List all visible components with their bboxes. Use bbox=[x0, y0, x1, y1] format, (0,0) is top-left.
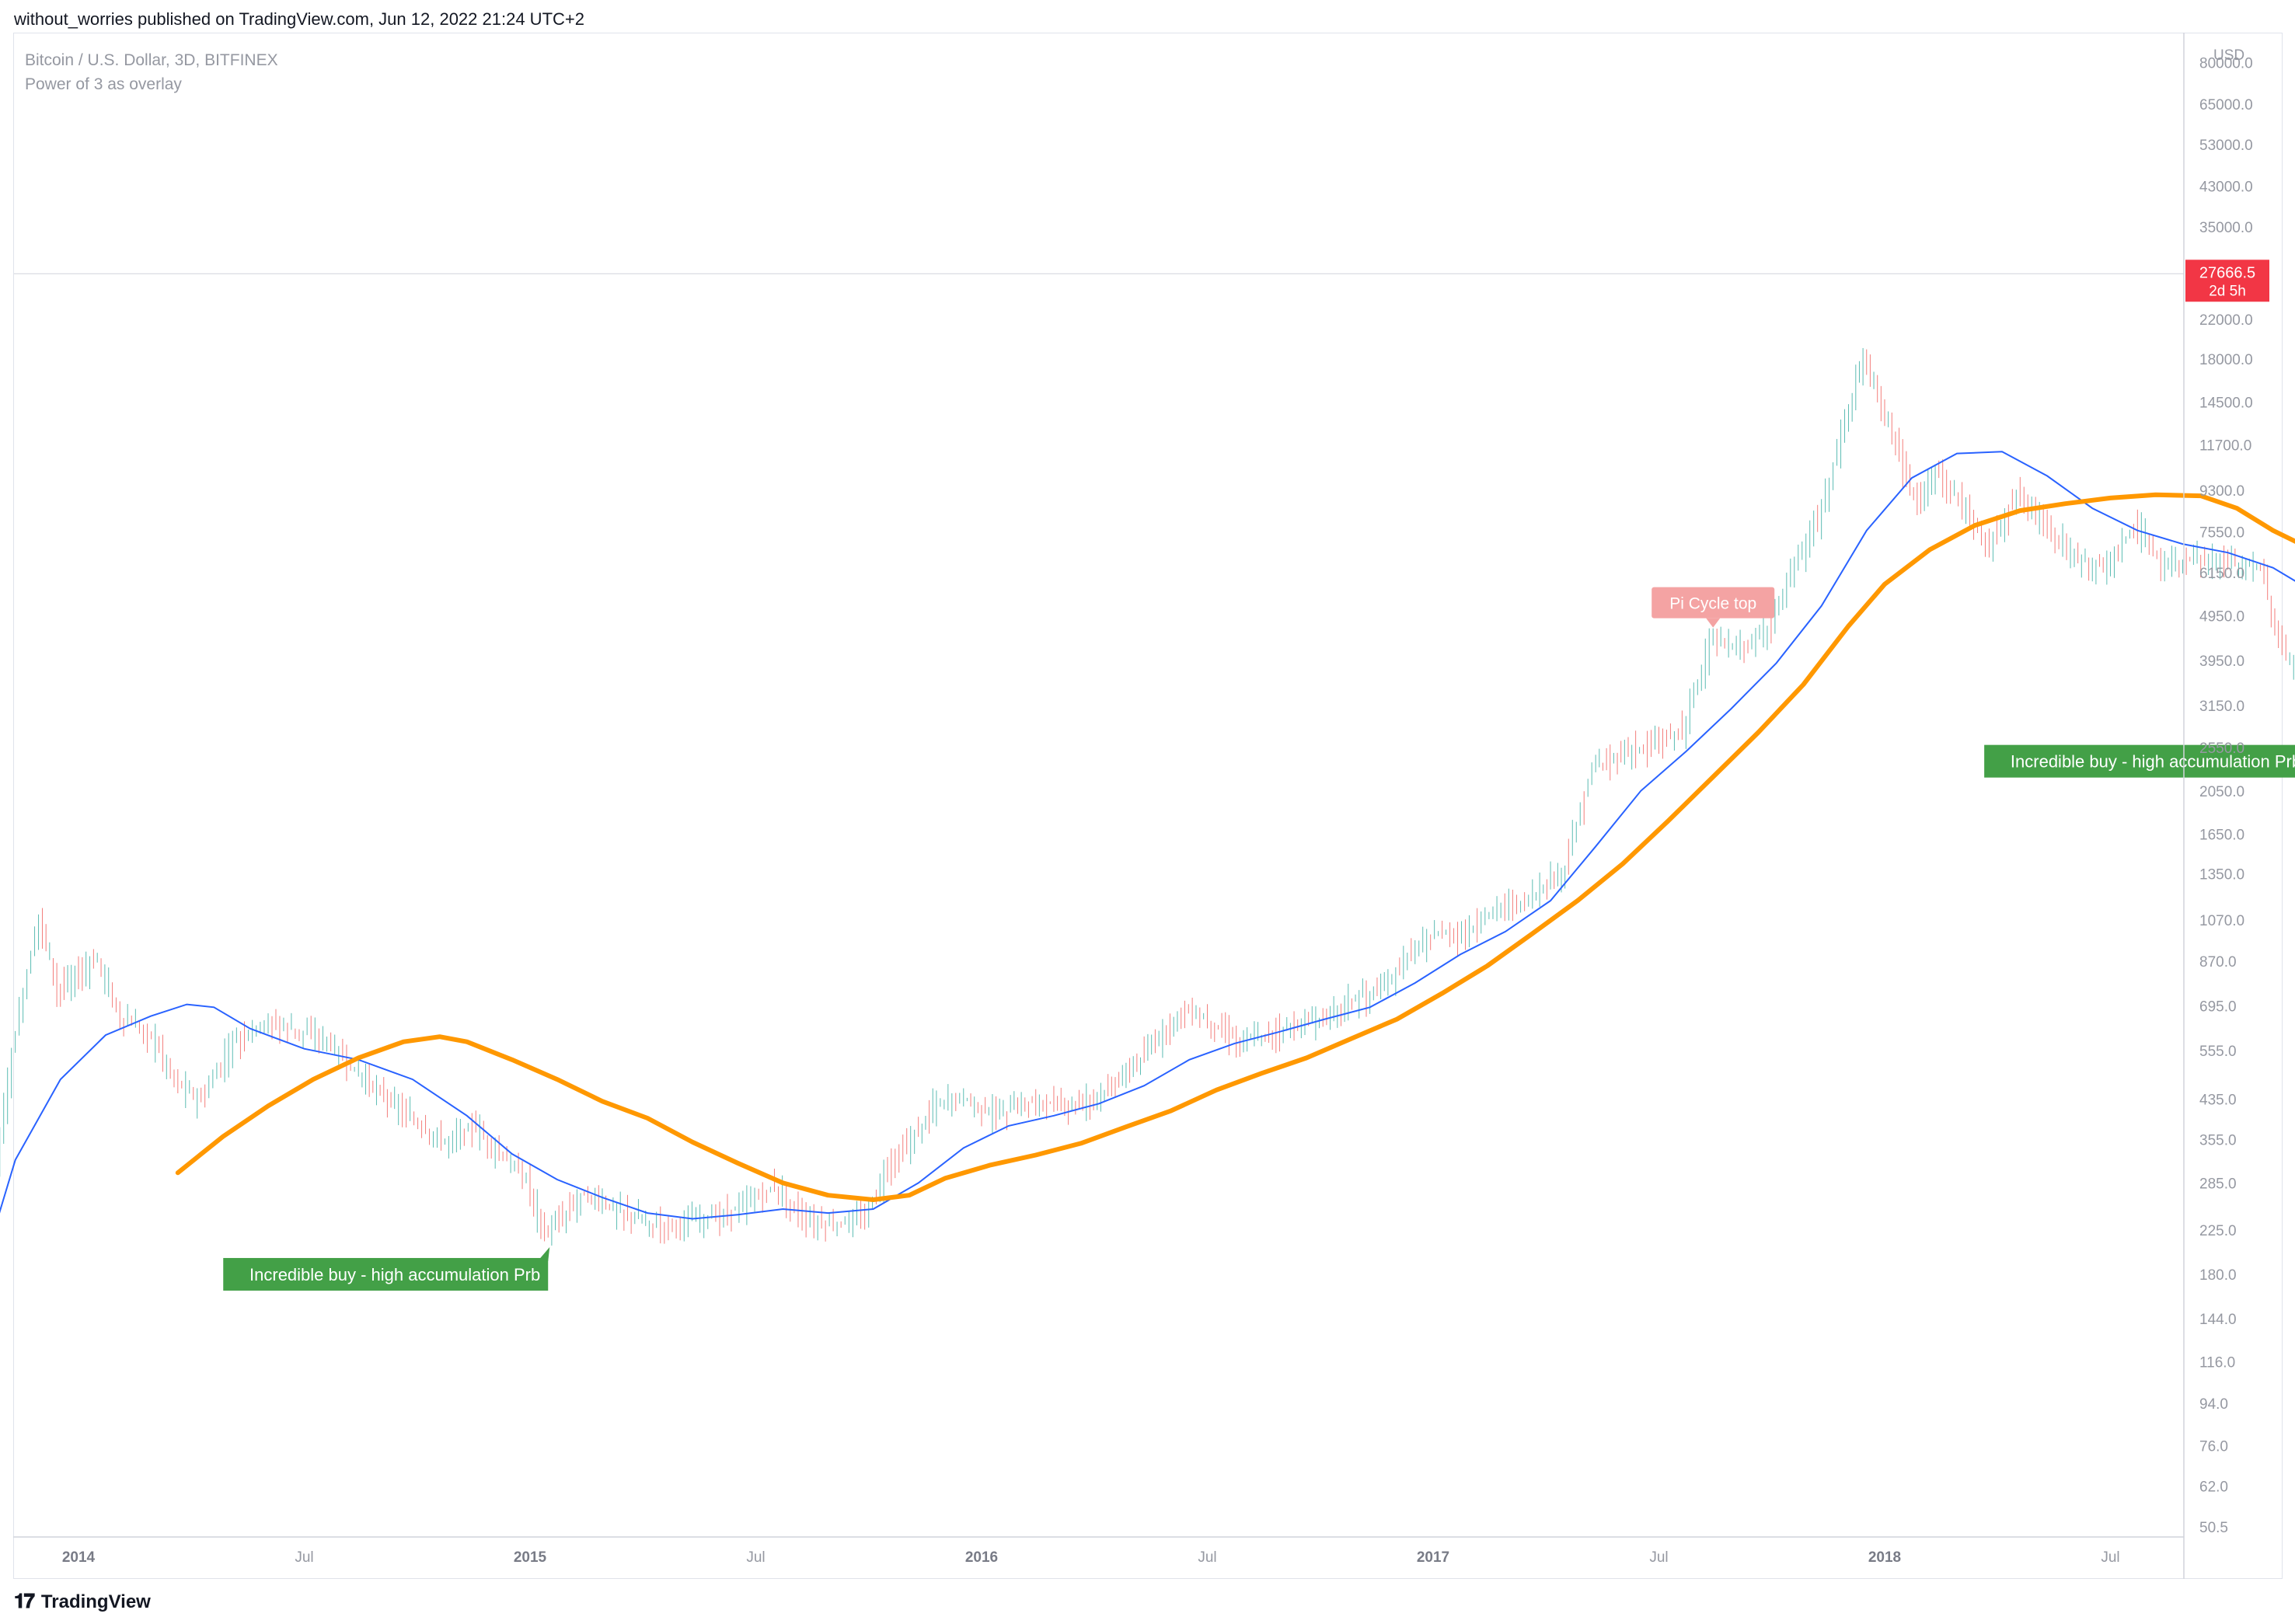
tradingview-mark-icon: 𝟏𝟕 bbox=[14, 1590, 35, 1613]
ma-fast-line bbox=[0, 451, 2295, 1220]
last-price-countdown: 2d 5h bbox=[2209, 283, 2246, 299]
pi-cycle-text: Pi Cycle top bbox=[1669, 595, 1756, 613]
y-tick-label: 435.0 bbox=[2199, 1092, 2237, 1108]
y-tick-label: 94.0 bbox=[2199, 1396, 2228, 1413]
y-tick-label: 14500.0 bbox=[2199, 396, 2253, 412]
y-tick-label: 285.0 bbox=[2199, 1176, 2237, 1192]
buy-signal-text: Incredible buy - high accumulation Prb bbox=[249, 1265, 540, 1284]
y-tick-label: 62.0 bbox=[2199, 1479, 2228, 1496]
y-tick-label: 4950.0 bbox=[2199, 608, 2244, 625]
pi-cycle-pointer bbox=[1706, 618, 1721, 628]
buy-signal-label bbox=[1984, 744, 2295, 778]
y-tick-label: 695.0 bbox=[2199, 998, 2237, 1015]
y-tick-label: 65000.0 bbox=[2199, 97, 2253, 113]
x-tick-label: 2018 bbox=[1868, 1549, 1901, 1566]
x-tick-label: Jul bbox=[1649, 1549, 1668, 1566]
y-tick-label: 1350.0 bbox=[2199, 867, 2244, 883]
y-tick-label: 1650.0 bbox=[2199, 827, 2244, 843]
last-price-badge bbox=[2185, 260, 2269, 302]
last-price-value: 27666.5 bbox=[2199, 264, 2255, 281]
x-tick-label: 2015 bbox=[514, 1549, 547, 1566]
pi-cycle-label bbox=[1651, 587, 1775, 619]
x-tick-label: Jul bbox=[295, 1549, 313, 1566]
y-tick-label: 80000.0 bbox=[2199, 56, 2253, 72]
y-tick-label: 225.0 bbox=[2199, 1223, 2237, 1239]
y-tick-label: 116.0 bbox=[2199, 1354, 2235, 1371]
y-tick-label: 35000.0 bbox=[2199, 220, 2253, 236]
y-tick-label: 870.0 bbox=[2199, 954, 2237, 971]
chart-frame[interactable] bbox=[13, 33, 2283, 1579]
y-tick-label: 9300.0 bbox=[2199, 483, 2244, 500]
publication-header: without_worries published on TradingView… bbox=[14, 9, 584, 29]
x-tick-label: Jul bbox=[1198, 1549, 1216, 1566]
currency-label: USD bbox=[2213, 47, 2244, 64]
y-tick-label: 2550.0 bbox=[2199, 741, 2244, 757]
tradingview-logo[interactable]: 𝟏𝟕 TradingView bbox=[14, 1590, 151, 1614]
brand-name: TradingView bbox=[40, 1591, 151, 1612]
y-tick-label: 18000.0 bbox=[2199, 352, 2253, 368]
y-tick-label: 53000.0 bbox=[2199, 138, 2253, 154]
x-tick-label: 2017 bbox=[1417, 1549, 1449, 1566]
x-tick-label: Jul bbox=[2101, 1549, 2119, 1566]
y-tick-label: 1070.0 bbox=[2199, 913, 2244, 929]
y-tick-label: 7550.0 bbox=[2199, 524, 2244, 541]
buy-signal-pointer bbox=[540, 1246, 550, 1261]
chart-symbol-label: Bitcoin / U.S. Dollar, 3D, BITFINEX bbox=[25, 51, 278, 69]
x-tick-label: 2016 bbox=[965, 1549, 998, 1566]
chart-subtitle: Power of 3 as overlay bbox=[25, 75, 182, 93]
y-tick-label: 555.0 bbox=[2199, 1044, 2237, 1060]
buy-signal-label bbox=[223, 1257, 549, 1291]
ma-slow-line bbox=[175, 492, 2295, 1202]
y-tick-label: 43000.0 bbox=[2199, 179, 2253, 196]
y-tick-label: 3950.0 bbox=[2199, 653, 2244, 670]
y-tick-label: 355.0 bbox=[2199, 1132, 2237, 1148]
y-tick-label: 22000.0 bbox=[2199, 312, 2253, 329]
buy-signal-text: Incredible buy - high accumulation Prb bbox=[2011, 752, 2295, 772]
y-tick-label: 2050.0 bbox=[2199, 784, 2244, 800]
y-tick-label: 76.0 bbox=[2199, 1438, 2228, 1455]
x-tick-label: Jul bbox=[746, 1549, 765, 1566]
y-tick-label: 11700.0 bbox=[2199, 437, 2251, 454]
y-tick-label: 3150.0 bbox=[2199, 699, 2244, 715]
y-tick-label: 6150.0 bbox=[2199, 566, 2244, 582]
y-tick-label: 144.0 bbox=[2199, 1312, 2237, 1328]
y-tick-label: 180.0 bbox=[2199, 1267, 2237, 1284]
y-tick-label: 50.5 bbox=[2199, 1520, 2228, 1536]
x-tick-label: 2014 bbox=[62, 1549, 96, 1566]
